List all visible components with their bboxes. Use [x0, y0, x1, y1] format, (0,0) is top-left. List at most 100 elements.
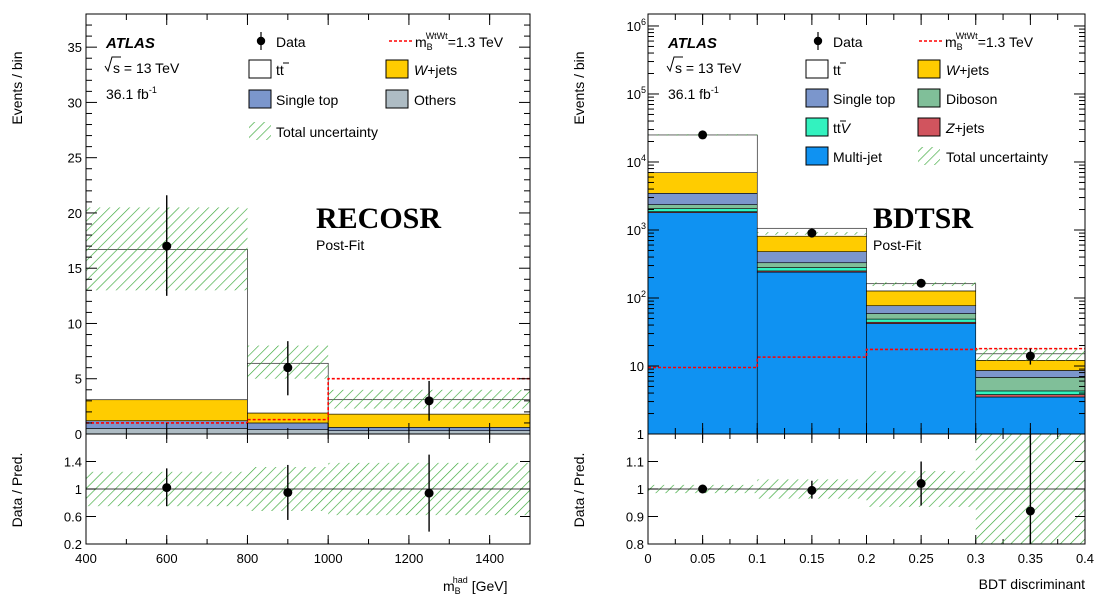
bdtsr-region-label: BDTSR [873, 202, 973, 235]
y-tick-label: 0 [75, 427, 82, 442]
signal-line [86, 377, 530, 424]
legend-ttv-swatch [805, 117, 829, 137]
legend-single-top-label: Single top [833, 91, 895, 107]
ratio-y-tick-label: 0.6 [64, 510, 82, 525]
recosr-x-axis-label: mBhad [GeV] [443, 575, 508, 596]
recosr-legend: Data mBWtWt=1.3 TeV tt W+jets Single top… [248, 31, 504, 140]
svg-text:s = 13 TeV: s = 13 TeV [113, 60, 180, 76]
y-tick-label: 35 [68, 40, 82, 55]
ratio-point [424, 488, 434, 498]
x-tick-label: 600 [156, 551, 178, 566]
bar-diboson [975, 377, 1085, 392]
x-tick-label: 0.4 [1076, 551, 1094, 566]
ratio-point [1025, 506, 1035, 516]
recosr-y-axis-label: Events / bin [9, 51, 25, 124]
y-tick-label: 10 [630, 359, 644, 374]
bar-diboson [648, 204, 758, 209]
recosr-main-plot: 0 5 10 15 20 25 30 35 [68, 13, 531, 544]
y-tick-label: 102 [627, 289, 646, 306]
legend-wjets-label: W+jets [946, 62, 989, 78]
recosr-ratio-y-axis-label: Data / Pred. [9, 453, 25, 528]
ratio-area [648, 434, 1085, 544]
y-tick-label: 103 [627, 221, 646, 238]
legend-uncertainty-swatch [249, 122, 271, 140]
legend-diboson-swatch [917, 88, 941, 108]
ratio-y-tick-label: 0.9 [626, 510, 644, 525]
legend-diboson-label: Diboson [946, 91, 997, 107]
y-tick-label: 30 [68, 95, 82, 110]
legend-ttbar-label: tt [833, 62, 841, 78]
recosr-panel: 0 5 10 15 20 25 30 35 0.2 0.6 1 1.4 400 600 800 1000 12… [9, 13, 531, 596]
recosr-subtitle: Post-Fit [316, 237, 364, 253]
ratio-point [807, 485, 817, 495]
ratio-y-tick-label: 1.4 [64, 455, 82, 470]
legend-multijet-label: Multi-jet [833, 149, 882, 165]
signal-line [648, 347, 1085, 369]
legend-signal-label: mBWtWt=1.3 TeV [415, 31, 504, 52]
ratio-point [162, 483, 172, 493]
bdtsr-ratio-plot: 0.8 0.9 1 1.1 0 0.05 0.1 0.15 0.2 0.25 0.3 0.35 0.4 [626, 433, 1094, 566]
x-tick-label: 400 [75, 551, 97, 566]
data-point [424, 396, 434, 406]
x-tick-label: 1200 [394, 551, 423, 566]
x-tick-label: 0 [644, 551, 651, 566]
x-tick-label: 800 [237, 551, 259, 566]
data-point [283, 363, 293, 373]
legend-single-top-label: Single top [276, 92, 338, 108]
legend-ttbar-swatch [248, 59, 272, 79]
data-point [698, 130, 708, 140]
recosr-atlas-label: ATLAS [105, 35, 155, 52]
bar-single-top [327, 427, 530, 431]
ratio-point [283, 487, 293, 497]
x-tick-label: 1400 [475, 551, 504, 566]
bar-single-top [756, 251, 867, 264]
bar-zjets [975, 394, 1085, 398]
bar-single-top [866, 305, 977, 314]
x-tick-label: 0.05 [690, 551, 715, 566]
legend-zjets-swatch [917, 117, 941, 137]
data-point [162, 241, 172, 251]
bdtsr-energy-label: s = 13 TeV [666, 56, 742, 76]
bar-wjets [866, 290, 977, 307]
x-tick-label: 0.15 [799, 551, 824, 566]
legend-data-label: Data [276, 34, 306, 50]
data-point [1025, 351, 1035, 361]
bar-ttv [866, 318, 977, 323]
recosr-region-label: RECOSR [316, 202, 441, 235]
legend-zjets-label: Z+jets [945, 120, 985, 136]
bdtsr-subtitle: Post-Fit [873, 237, 921, 253]
legend-uncertainty-swatch [918, 147, 940, 165]
y-tick-label: 5 [75, 372, 82, 387]
legend-ttbar-label: tt [276, 62, 284, 78]
y-tick-label: 25 [68, 151, 82, 166]
legend-single-top-swatch [805, 88, 829, 108]
legend-ttv-label: ttV [833, 120, 852, 136]
y-tick-label: 106 [627, 17, 646, 34]
x-tick-label: 0.2 [857, 551, 875, 566]
ratio-y-tick-label: 1 [75, 482, 82, 497]
bdtsr-x-axis-label: BDT discriminant [979, 576, 1085, 592]
legend-others-swatch [385, 89, 409, 109]
legend-multijet-swatch [805, 146, 829, 166]
y-tick-label: 20 [68, 206, 82, 221]
svg-text:s = 13 TeV: s = 13 TeV [675, 60, 742, 76]
plot-area [86, 195, 530, 434]
legend-ttbar-swatch [805, 59, 829, 79]
y-tick-label: 104 [627, 153, 646, 170]
y-tick-label: 105 [627, 85, 646, 102]
recosr-energy-label: s = 13 TeV [104, 56, 180, 76]
bar-wjets [648, 172, 758, 194]
legend-wjets-swatch [385, 59, 409, 79]
ratio-y-tick-label: 0.8 [626, 537, 644, 552]
y-tick-label: 1 [637, 427, 644, 442]
y-tick-label: 10 [68, 316, 82, 331]
recosr-lumi-label: 36.1 fb-1 [106, 85, 157, 102]
legend-wjets-label: W+jets [414, 62, 457, 78]
bar-single-top [975, 370, 1085, 378]
data-point [916, 278, 926, 288]
bar-wjets [86, 399, 248, 422]
data-point [807, 228, 817, 238]
bdtsr-lumi-label: 36.1 fb-1 [668, 85, 719, 102]
bar-single-top [648, 193, 758, 205]
